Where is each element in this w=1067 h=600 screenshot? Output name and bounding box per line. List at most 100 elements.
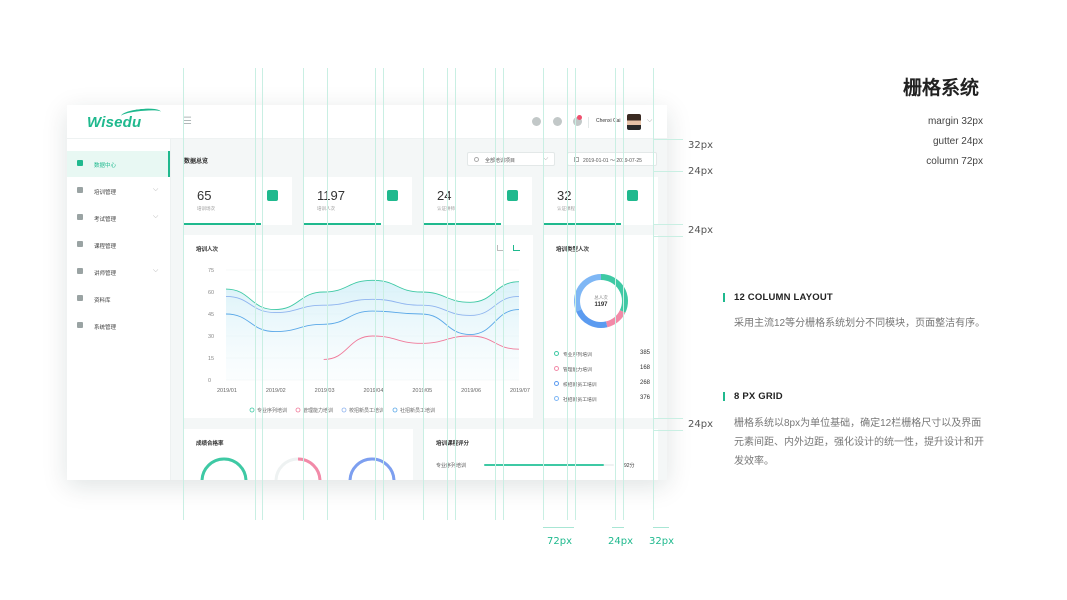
avatar[interactable] [627, 114, 641, 130]
card-title: 培训课程评分 [436, 441, 470, 447]
stat-label: 认证课程 [557, 206, 575, 211]
stat-underline [424, 223, 501, 225]
y-tick-label: 60 [208, 290, 214, 296]
donut-legend: 专业序列培训 385 管理能力培训 168 校招新员工培训 268 社招新员工培… [554, 350, 650, 410]
sidebar-item-system[interactable]: 系统管理 [67, 313, 170, 339]
help-icon[interactable] [532, 117, 541, 126]
grid-line [423, 68, 424, 520]
legend-marker [341, 407, 347, 413]
spacing-line [653, 224, 683, 225]
chevron-down-icon: ⌵ [153, 267, 159, 274]
filter-icon [474, 157, 479, 162]
legend-label: 校招新员工培训 [349, 407, 384, 414]
section-accent-bar [723, 293, 725, 302]
legend-label: 管理能力培训 [303, 407, 333, 414]
line-chart-toggle-icon[interactable] [513, 245, 520, 251]
sidebar-item-label: 数据中心 [94, 163, 117, 169]
px-grid-description: 栅格系统以8px为单位基础，确定12栏栅格尺寸以及界面元素间距、内外边距，强化设… [734, 418, 984, 467]
column-width-marker [543, 527, 574, 528]
column-layout-description: 采用主流12等分栅格系统划分不同模块，页面整洁有序。 [734, 318, 986, 329]
stat-card-sessions[interactable]: 65 培训场次 [184, 177, 292, 225]
margin-width-label: 32px [649, 536, 674, 547]
course-score-card: 培训课程评分 专业序列培训 92分 [424, 429, 658, 480]
sidebar-item-label: 课程管理 [94, 244, 117, 250]
x-tick-label: 2019/01 [217, 388, 237, 394]
spec-column: column 72px [926, 156, 983, 167]
page-title: 数据总览 [184, 159, 209, 165]
stat-underline [184, 223, 261, 225]
search-icon[interactable] [553, 117, 562, 126]
user-name[interactable]: Chenxi Cai [596, 118, 621, 124]
stat-value: 65 [197, 188, 212, 203]
grid-line [327, 68, 328, 520]
legend-dot [554, 396, 559, 401]
bell-icon[interactable] [573, 117, 582, 126]
stat-label: 培训场次 [197, 206, 215, 211]
legend-label: 社招新员工培训 [563, 398, 597, 403]
teacher-icon [77, 268, 83, 274]
stat-value: 24 [437, 188, 452, 203]
spacing-label: 32px [688, 140, 713, 151]
stat-card-courses[interactable]: 32 认证课程 [544, 177, 658, 225]
sidebar-item-exams[interactable]: 考试管理 ⌵ [67, 205, 170, 231]
donut-center-value: 1197 [594, 302, 608, 308]
section-heading: 栅格系统 [903, 78, 980, 99]
grid-line [383, 68, 384, 520]
gutter-width-marker [612, 527, 624, 528]
grid-line [183, 68, 184, 520]
grid-line [303, 68, 304, 520]
wisedu-logo[interactable]: Wisedu [87, 106, 162, 131]
gutter-width-label: 24px [608, 536, 633, 547]
y-tick-label: 15 [208, 356, 214, 362]
legend-value: 268 [639, 380, 650, 386]
spacing-line [653, 418, 683, 419]
sidebar-item-courses[interactable]: 课程管理 [67, 232, 170, 258]
spacing-label: 24px [688, 166, 713, 177]
sidebar-item-label: 系统管理 [94, 325, 117, 331]
legend-value: 385 [639, 350, 650, 356]
line-chart: 0 15 30 45 60 75 2019/01 2019/02 2019/03 2019/04 2… [208, 268, 530, 414]
column-width-label: 72px [547, 536, 572, 547]
grid-line [653, 68, 654, 520]
score-row-label: 专业序列培训 [436, 463, 467, 469]
grid-line [447, 68, 448, 520]
legend-marker [392, 407, 398, 413]
top-bar: Wisedu ☰ Chenxi Cai ⌵ [67, 105, 667, 139]
legend-marker [295, 407, 301, 413]
date-range-picker[interactable]: 2019-01-01 ～ 2019-07-25 [567, 152, 657, 166]
sidebar-item-lecturers[interactable]: 讲师管理 ⌵ [67, 259, 170, 285]
series-line-2 [225, 295, 520, 316]
card-title: 培训类型人次 [556, 247, 590, 253]
legend-row: 管理能力培训 168 [554, 365, 650, 380]
bar-chart-icon [77, 160, 83, 166]
stat-underline [304, 223, 381, 225]
sidebar-item-label: 考试管理 [94, 217, 117, 223]
x-tick-label: 2019/03 [315, 388, 335, 394]
sidebar-item-library[interactable]: 资料库 [67, 286, 170, 312]
chevron-down-icon[interactable]: ⌵ [647, 117, 653, 124]
score-row-value: 92分 [624, 463, 635, 469]
sidebar-item-training[interactable]: 培训管理 ⌵ [67, 178, 170, 204]
bar-chart-toggle-icon[interactable] [497, 245, 504, 251]
column-layout-title: 12 COLUMN LAYOUT [734, 292, 833, 303]
legend-label: 社招新员工培训 [400, 407, 435, 414]
spacing-label: 24px [688, 225, 713, 236]
donut-slice-2 [576, 309, 608, 328]
user-icon [77, 187, 83, 193]
legend-label: 校招新员工培训 [563, 383, 597, 388]
menu-toggle-icon[interactable]: ☰ [183, 116, 192, 127]
grid-line [455, 68, 456, 520]
stat-card-lecturers[interactable]: 24 认证讲师 [424, 177, 532, 225]
stat-card-attendees[interactable]: 1197 培训人次 [304, 177, 412, 225]
gauge-arc-green [200, 457, 248, 480]
grid-line [375, 68, 376, 520]
chevron-down-icon: ⌵ [153, 186, 159, 193]
legend-value: 168 [639, 365, 650, 371]
y-tick-label: 30 [208, 334, 214, 340]
spacing-line [653, 171, 683, 172]
project-select[interactable]: 全部培训项目 ⌵ [467, 152, 555, 166]
donut-slice-3 [574, 274, 602, 312]
legend-label: 专业序列培训 [563, 353, 592, 358]
gauge-ring-pink [274, 457, 322, 480]
sidebar-item-data-center[interactable]: 数据中心 [67, 151, 170, 177]
